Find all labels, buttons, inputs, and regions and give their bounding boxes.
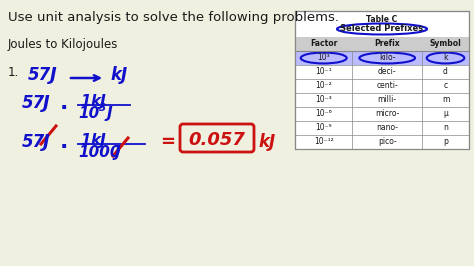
Text: 0.057: 0.057 (188, 131, 245, 149)
Text: kJ: kJ (91, 94, 107, 109)
Text: c: c (444, 81, 447, 90)
FancyBboxPatch shape (295, 51, 469, 65)
Text: 57: 57 (28, 66, 51, 84)
Text: deci-: deci- (378, 68, 397, 77)
Text: 57: 57 (22, 94, 45, 112)
Text: 10⁻⁹: 10⁻⁹ (315, 123, 332, 132)
Text: μ: μ (443, 110, 448, 118)
Text: J: J (43, 94, 50, 112)
Text: 1: 1 (80, 133, 91, 148)
Text: ·: · (60, 98, 68, 118)
Text: 10: 10 (78, 106, 99, 121)
Text: d: d (443, 68, 448, 77)
Text: micro-: micro- (375, 110, 400, 118)
Text: J: J (107, 106, 113, 121)
Text: 3: 3 (99, 103, 106, 113)
Text: 10⁻¹²: 10⁻¹² (314, 138, 334, 147)
Text: Table C: Table C (366, 15, 398, 24)
Text: 10⁻²: 10⁻² (315, 81, 332, 90)
Text: 1.: 1. (8, 66, 19, 79)
Text: 10³: 10³ (317, 53, 330, 63)
Text: kJ: kJ (110, 66, 127, 84)
Text: Use unit analysis to solve the following problems.: Use unit analysis to solve the following… (8, 11, 339, 24)
Text: kJ: kJ (258, 133, 275, 151)
Text: kilo-: kilo- (379, 53, 395, 63)
Text: 57: 57 (22, 133, 45, 151)
Text: kJ: kJ (91, 133, 107, 148)
Text: 1000: 1000 (78, 145, 120, 160)
Text: milli-: milli- (378, 95, 397, 105)
Text: J: J (50, 66, 57, 84)
Text: Symbol: Symbol (429, 39, 461, 48)
Text: k: k (443, 53, 448, 63)
Text: 1: 1 (80, 94, 91, 109)
Text: m: m (442, 95, 449, 105)
Text: 10⁻³: 10⁻³ (315, 95, 332, 105)
Text: =: = (160, 133, 175, 151)
Text: Joules to Kilojoules: Joules to Kilojoules (8, 38, 118, 51)
Text: J: J (115, 145, 120, 160)
Text: J: J (43, 133, 50, 151)
Text: 10⁻⁶: 10⁻⁶ (315, 110, 332, 118)
Text: 10⁻¹: 10⁻¹ (315, 68, 332, 77)
Text: centi-: centi- (376, 81, 398, 90)
Text: ·: · (60, 137, 68, 157)
Text: Prefix: Prefix (374, 39, 400, 48)
FancyBboxPatch shape (295, 37, 469, 51)
Text: n: n (443, 123, 448, 132)
Text: pico-: pico- (378, 138, 397, 147)
Text: Factor: Factor (310, 39, 337, 48)
Text: p: p (443, 138, 448, 147)
Text: nano-: nano- (376, 123, 398, 132)
FancyBboxPatch shape (295, 11, 469, 149)
Text: Selected Prefixes: Selected Prefixes (340, 24, 424, 33)
